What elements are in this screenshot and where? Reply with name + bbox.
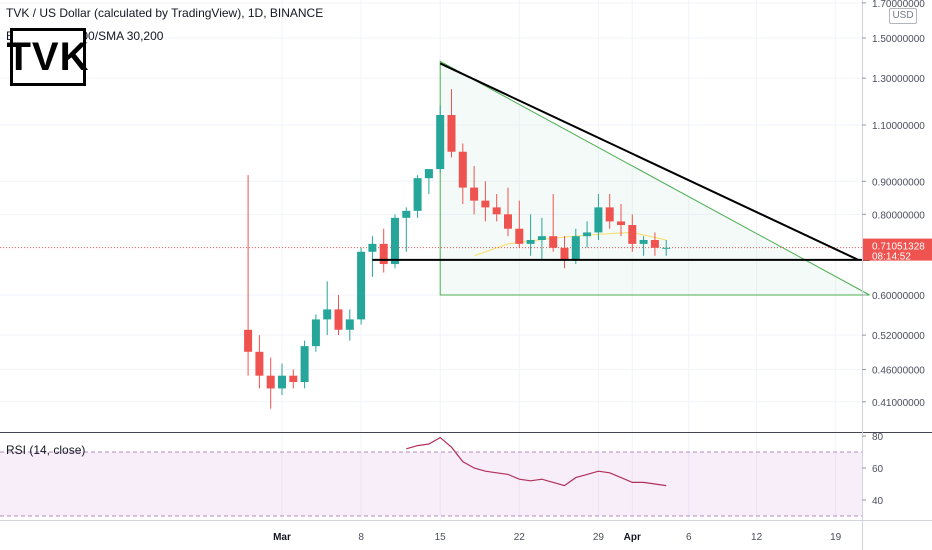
candles-group [244,89,671,409]
candle [436,114,445,170]
candle [650,239,659,248]
candle [617,221,625,226]
candle [244,329,253,352]
date-tick-label: 29 [593,532,605,543]
downtrend-line [439,62,859,261]
candle [504,214,512,229]
candle [537,236,546,240]
candle [481,200,490,208]
candle [605,207,614,222]
candle [413,178,422,211]
price-tick-label: 0.46000000 [872,366,925,377]
price-tick-label: 1.70000000 [872,0,925,10]
date-tick-label: 15 [435,532,447,543]
date-tick-label: 12 [751,532,763,543]
candle [311,319,320,347]
date-tick-label: 22 [514,532,526,543]
current-price-countdown: 08:14:52 [872,252,911,263]
price-tick-label: 1.50000000 [872,34,925,45]
candle [470,187,479,201]
candle [255,351,264,376]
candle [345,319,354,330]
price-tick-label: 0.52000000 [872,331,925,342]
date-tick-label: 8 [358,532,364,543]
candle [549,236,558,248]
candle [526,239,535,244]
candle [583,232,592,237]
rsi-band [0,452,862,516]
candle [266,375,275,389]
price-tick-label: 0.60000000 [872,291,925,302]
candle [492,207,501,215]
candle [639,239,648,244]
candle [357,251,366,320]
chart-title: TVK / US Dollar (calculated by TradingVi… [6,6,324,20]
rsi-tick-label: 80 [872,432,884,443]
candle [391,217,399,265]
current-price-value: 0.71051328 [872,242,925,253]
candle [379,243,388,265]
candle [662,247,671,249]
rsi-label[interactable]: RSI (14, close) [6,443,86,457]
candle [458,151,467,188]
candle [628,225,637,244]
candle [571,236,580,260]
tvk-logo: TVK [7,28,89,86]
triangle-pattern [439,60,870,296]
price-tick-label: 0.90000000 [872,177,925,188]
price-tick-label: 0.41000000 [872,398,925,409]
price-tick-label: 1.10000000 [872,121,925,132]
current-price-tag [863,238,932,261]
currency-badge[interactable]: USD [889,8,917,24]
candle [323,309,332,320]
candle [289,375,298,382]
rsi-tick-label: 40 [872,496,884,507]
candle [402,210,411,218]
candle [300,346,309,382]
candle [278,375,286,389]
candle [560,247,569,260]
candle [515,228,524,244]
price-tick-label: 0.80000000 [872,210,925,221]
rsi-line [406,436,667,487]
date-tick-label: Mar [273,532,291,543]
rsi-tick-label: 60 [872,464,884,475]
price-tick-label: 1.30000000 [872,74,925,85]
candle [334,309,343,330]
candle [424,169,433,179]
candle [594,207,603,233]
candle [447,114,456,152]
date-tick-label: 6 [686,532,692,543]
date-tick-label: Apr [624,532,641,543]
date-tick-label: 19 [830,532,842,543]
candle [368,243,377,252]
